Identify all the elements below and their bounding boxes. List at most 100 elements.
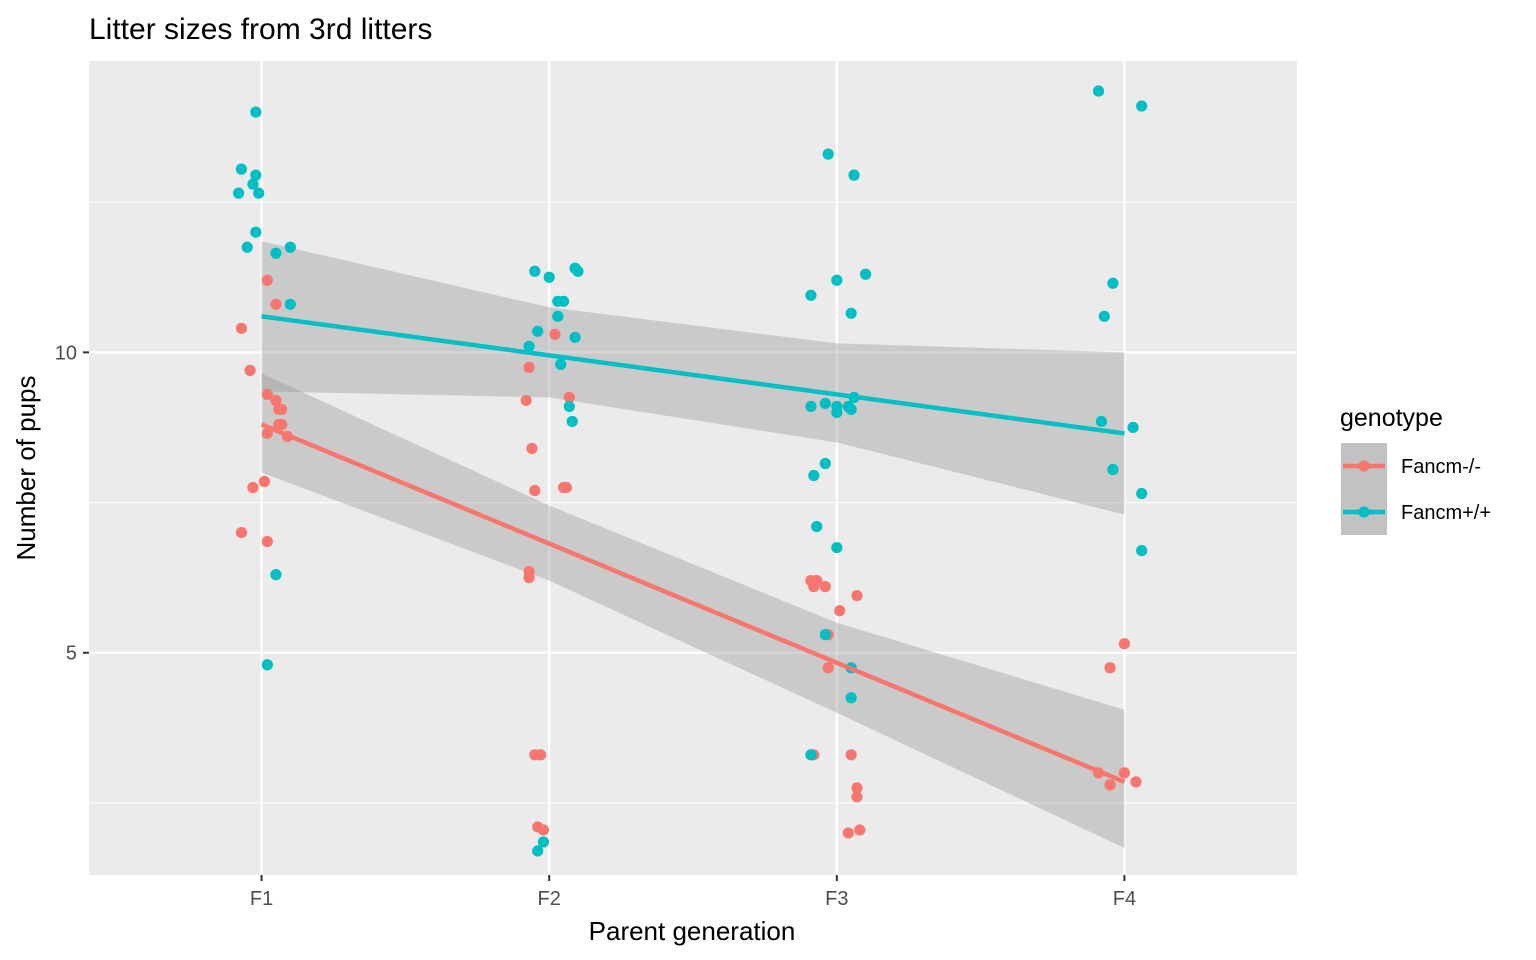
trend-lines — [260, 314, 1126, 784]
data-point — [276, 418, 288, 431]
data-point — [270, 247, 282, 259]
data-point — [1107, 463, 1119, 476]
data-point — [270, 298, 282, 310]
data-point — [819, 397, 831, 410]
x-tick-label: F2 — [538, 888, 561, 910]
data-point — [819, 581, 831, 593]
data-point — [1130, 776, 1142, 788]
data-point — [549, 328, 561, 340]
minor-grid — [89, 201, 1297, 804]
data-point — [834, 605, 846, 617]
data-point — [1136, 100, 1148, 112]
y-axis-title: Number of pups — [11, 376, 41, 561]
data-point — [822, 662, 834, 674]
data-point — [1104, 662, 1116, 674]
data-point — [851, 590, 863, 602]
data-point — [261, 535, 273, 548]
data-point — [848, 169, 860, 181]
x-axis-title: Parent generation — [589, 916, 796, 946]
data-point — [284, 298, 296, 310]
data-point — [523, 361, 535, 373]
major-grid — [89, 61, 1297, 875]
data-point — [537, 836, 550, 848]
trend-line — [260, 422, 1126, 784]
data-point — [250, 106, 262, 118]
data-point — [537, 824, 550, 836]
data-point — [543, 271, 555, 283]
data-point — [529, 484, 541, 497]
data-point — [808, 581, 820, 593]
data-point — [250, 226, 262, 238]
legend-key-point — [1358, 506, 1370, 518]
data-point — [534, 749, 547, 761]
data-point — [851, 782, 863, 794]
data-point — [555, 358, 567, 370]
legend-key-point — [1358, 460, 1370, 472]
data-point — [235, 163, 248, 175]
data-point — [819, 457, 831, 470]
data-point — [532, 325, 544, 337]
data-point — [1104, 779, 1116, 791]
data-point — [261, 388, 273, 401]
data-point — [805, 749, 817, 761]
data-point — [261, 427, 273, 440]
data-point — [253, 187, 265, 199]
data-point — [557, 295, 570, 307]
data-point — [808, 469, 820, 482]
y-tick-label: 5 — [66, 643, 77, 665]
data-point — [250, 169, 262, 181]
data-point — [572, 265, 584, 277]
data-point — [552, 310, 564, 322]
data-point — [851, 791, 863, 803]
data-point — [241, 241, 253, 253]
data-points — [232, 85, 1148, 857]
trend-line — [261, 314, 1125, 436]
data-point — [854, 824, 866, 836]
data-point — [520, 394, 532, 407]
data-point — [232, 187, 245, 199]
data-point — [831, 406, 843, 419]
data-point — [805, 289, 817, 301]
data-point — [529, 265, 541, 277]
data-point — [563, 391, 575, 404]
data-point — [845, 403, 857, 416]
data-point — [845, 749, 857, 761]
data-point — [270, 394, 282, 407]
x-tick-label: F3 — [825, 888, 848, 910]
data-point — [1127, 421, 1139, 434]
data-point — [1107, 277, 1119, 289]
data-point — [822, 148, 834, 160]
data-point — [247, 178, 259, 190]
confidence-band — [261, 241, 1125, 515]
plot-panel — [89, 61, 1297, 875]
data-point — [235, 526, 248, 539]
confidence-bands — [261, 241, 1125, 848]
legend: genotype Fancm-/- Fancm+/+ — [1340, 404, 1491, 535]
data-point — [284, 241, 296, 253]
data-point — [532, 845, 544, 857]
data-point — [1136, 545, 1148, 557]
data-point — [247, 481, 259, 494]
data-point — [244, 364, 256, 376]
data-point — [811, 520, 823, 533]
data-point — [276, 403, 288, 416]
x-tick-label: F4 — [1113, 888, 1136, 910]
data-point — [270, 569, 282, 581]
data-point — [1118, 767, 1131, 779]
data-point — [819, 629, 831, 641]
legend-label: Fancm+/+ — [1401, 502, 1491, 524]
data-point — [523, 572, 535, 584]
y-tick-label: 10 — [55, 342, 77, 364]
confidence-band — [261, 373, 1125, 848]
legend-title: genotype — [1340, 404, 1443, 432]
data-point — [523, 340, 535, 352]
data-point — [859, 268, 872, 280]
x-tick-label: F1 — [250, 888, 273, 910]
data-point — [1118, 638, 1131, 650]
data-point — [831, 274, 843, 286]
data-point — [1092, 85, 1105, 97]
data-point — [526, 442, 538, 455]
data-point — [831, 541, 843, 554]
data-point — [569, 331, 581, 343]
